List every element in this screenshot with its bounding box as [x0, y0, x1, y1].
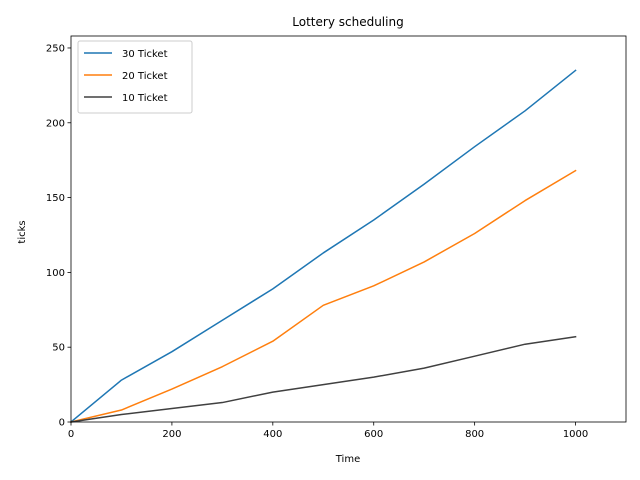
legend: 30 Ticket 20 Ticket 10 Ticket: [77, 40, 193, 114]
y-tick-label: 100: [46, 268, 65, 279]
x-tick-label: 800: [465, 429, 484, 440]
x-tick-label: 0: [68, 429, 74, 440]
plot-area: 0 200 400 600 800 1000 0 50 100 150 200 250: [46, 35, 627, 440]
legend-box: [77, 40, 193, 114]
y-tick-label: 50: [52, 343, 65, 354]
series-line-1: [69, 69, 577, 424]
x-tick-label: 1000: [563, 429, 588, 440]
y-tick-label: 150: [46, 193, 65, 204]
y-tick-label: 250: [46, 43, 65, 54]
y-tick-label: 200: [46, 118, 65, 129]
y-axis-label: ticks: [17, 220, 28, 243]
chart-title: Lottery scheduling: [292, 15, 403, 29]
series-line-3: [70, 335, 577, 423]
axes-frame: [70, 35, 627, 423]
legend-label-2: 20 Ticket: [122, 71, 168, 82]
series-line-2: [70, 169, 577, 423]
x-axis-label: Time: [335, 454, 360, 465]
y-tick-label: 0: [59, 418, 65, 429]
x-tick-label: 400: [263, 429, 282, 440]
x-tick-label: 600: [364, 429, 383, 440]
x-tick-label: 200: [162, 429, 181, 440]
legend-label-1: 30 Ticket: [122, 49, 168, 60]
legend-label-3: 10 Ticket: [122, 93, 168, 104]
